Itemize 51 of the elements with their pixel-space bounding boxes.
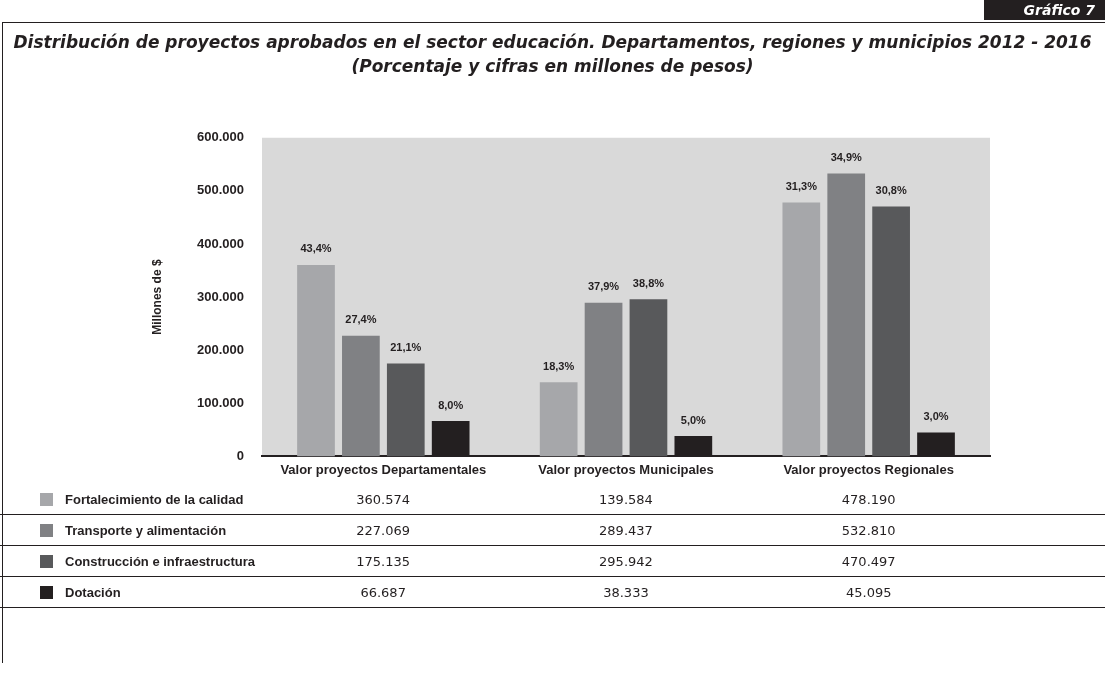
legend-label: Fortalecimiento de la calidad bbox=[0, 484, 262, 515]
legend-label: Transporte y alimentación bbox=[0, 514, 262, 546]
bar bbox=[827, 173, 866, 457]
y-tick-label: 400.000 bbox=[197, 235, 244, 251]
bar bbox=[584, 302, 623, 457]
annotation: 5,0% bbox=[680, 413, 707, 426]
bar bbox=[342, 335, 380, 457]
data-label: 139.584 bbox=[504, 484, 748, 515]
data-label: 45.095 bbox=[747, 576, 991, 608]
x-tick-label: Valor proyectos Municipales bbox=[538, 461, 714, 477]
bar bbox=[386, 363, 425, 457]
annotation: 43,4% bbox=[300, 242, 332, 255]
annotation: 3,0% bbox=[923, 409, 949, 422]
data-label: 227.069 bbox=[261, 514, 505, 546]
bar bbox=[297, 264, 335, 457]
legend-label: Construcción e infraestructura bbox=[0, 545, 262, 577]
y-tick-label: 500.000 bbox=[197, 182, 244, 198]
y-tick-label: 0 bbox=[236, 447, 244, 463]
y-tick-label: 100.000 bbox=[197, 394, 244, 410]
x-tick-label: Valor proyectos Departamentales bbox=[280, 461, 487, 477]
annotation: 18,3% bbox=[543, 359, 575, 372]
bar bbox=[629, 299, 668, 457]
annotation: 27,4% bbox=[345, 313, 377, 326]
annotation: 21,1% bbox=[390, 340, 422, 353]
annotation: 37,9% bbox=[587, 280, 620, 293]
annotation: 8,0% bbox=[438, 398, 464, 411]
bar bbox=[782, 202, 821, 457]
annotation: 38,8% bbox=[632, 276, 665, 289]
bar bbox=[539, 382, 578, 457]
x-tick-label: Valor proyectos Regionales bbox=[783, 461, 954, 477]
annotation: 34,9% bbox=[830, 151, 863, 164]
data-label: 289.437 bbox=[504, 514, 748, 546]
y-tick-label: 300.000 bbox=[197, 288, 244, 304]
data-label: 66.687 bbox=[261, 576, 505, 608]
text: Gráfico 7 bbox=[983, 0, 1105, 20]
chart-title: Distribución de proyectos aprobados en el sector educación. Departamentos, regiones y municipios 2012 - 2016 bbox=[12, 31, 1093, 54]
data-label: 532.810 bbox=[747, 514, 991, 546]
y-tick-label: 600.000 bbox=[197, 129, 244, 145]
data-label: 175.135 bbox=[261, 545, 505, 577]
y-axis-title: Millones de $ bbox=[149, 259, 164, 335]
data-label: 295.942 bbox=[504, 545, 748, 577]
data-label: 478.190 bbox=[747, 484, 991, 515]
bar bbox=[872, 206, 910, 457]
y-tick-label: 200.000 bbox=[197, 341, 244, 357]
annotation: 30,8% bbox=[875, 184, 907, 197]
data-label: 470.497 bbox=[747, 545, 991, 577]
data-label: 38.333 bbox=[504, 576, 748, 608]
annotation: 31,3% bbox=[785, 180, 818, 193]
chart-subtitle: (Porcentaje y cifras en millones de pesos) bbox=[350, 55, 755, 78]
legend-label: Dotación bbox=[0, 576, 262, 608]
data-label: 360.574 bbox=[261, 484, 505, 515]
